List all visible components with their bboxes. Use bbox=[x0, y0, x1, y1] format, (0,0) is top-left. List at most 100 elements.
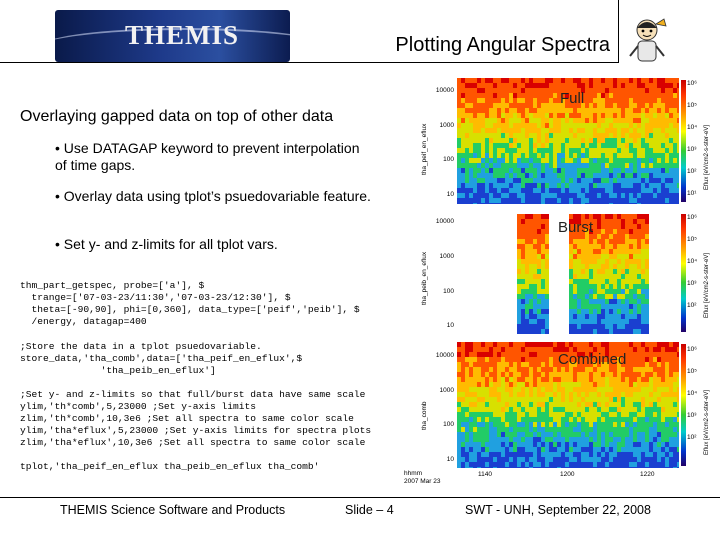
spectrogram-cell bbox=[597, 274, 601, 279]
spectrogram-cell bbox=[529, 432, 533, 437]
spectrogram-cell bbox=[649, 168, 653, 173]
spectrogram-cell bbox=[605, 123, 609, 128]
spectrogram-cell bbox=[481, 88, 485, 93]
spectrogram-cell bbox=[517, 133, 521, 138]
spectrogram-cell bbox=[557, 259, 561, 264]
spectrogram-cell bbox=[577, 362, 581, 367]
spectrogram-cell bbox=[641, 447, 645, 452]
spectrogram-cell bbox=[517, 148, 521, 153]
spectrogram-cell bbox=[641, 244, 645, 249]
spectrogram-cell bbox=[473, 244, 477, 249]
spectrogram-cell bbox=[669, 234, 673, 239]
spectrogram-cell bbox=[585, 432, 589, 437]
spectrogram-cell bbox=[525, 367, 529, 372]
spectrogram-cell bbox=[569, 133, 573, 138]
spectrogram-cell bbox=[469, 457, 473, 462]
spectrogram-cell bbox=[521, 103, 525, 108]
spectrogram-cell bbox=[573, 214, 577, 219]
spectrogram-cell bbox=[585, 93, 589, 98]
spectrogram-cell bbox=[497, 83, 501, 88]
spectrogram-cell bbox=[657, 314, 661, 319]
spectrogram-cell bbox=[545, 329, 549, 334]
spectrogram-cell bbox=[645, 309, 649, 314]
spectrogram-cell bbox=[545, 264, 549, 269]
spectrogram-cell bbox=[537, 357, 541, 362]
spectrogram-cell bbox=[513, 219, 517, 224]
spectrogram-cell bbox=[673, 457, 677, 462]
spectrogram-cell bbox=[665, 382, 669, 387]
spectrogram-cell bbox=[653, 264, 657, 269]
spectrogram-cell bbox=[489, 274, 493, 279]
spectrogram-cell bbox=[605, 269, 609, 274]
spectrogram-cell bbox=[497, 377, 501, 382]
spectrogram-cell bbox=[585, 402, 589, 407]
spectrogram-cell bbox=[501, 78, 505, 83]
spectrogram-cell bbox=[637, 128, 641, 133]
spectrogram-cell bbox=[589, 452, 593, 457]
spectrogram-cell bbox=[629, 377, 633, 382]
spectrogram-cell bbox=[573, 367, 577, 372]
spectrogram-cell bbox=[637, 432, 641, 437]
spectrogram-cell bbox=[541, 342, 545, 347]
spectrogram-cell bbox=[509, 422, 513, 427]
spectrogram-cell bbox=[533, 427, 537, 432]
spectrogram-cell bbox=[673, 442, 677, 447]
spectrogram-cell bbox=[609, 299, 613, 304]
spectrogram-cell bbox=[505, 412, 509, 417]
spectrogram-cell bbox=[469, 377, 473, 382]
spectrogram-cell bbox=[597, 284, 601, 289]
spectrogram-cell bbox=[553, 422, 557, 427]
spectrogram-cell bbox=[601, 397, 605, 402]
spectrogram-cell bbox=[565, 352, 569, 357]
spectrogram-cell bbox=[589, 324, 593, 329]
spectrogram-cell bbox=[481, 412, 485, 417]
spectrogram-cell bbox=[641, 108, 645, 113]
spectrogram-cell bbox=[485, 78, 489, 83]
spectrogram-cell bbox=[645, 342, 649, 347]
spectrogram-cell bbox=[637, 138, 641, 143]
spectrogram-cell bbox=[557, 178, 561, 183]
spectrogram-cell bbox=[473, 392, 477, 397]
spectrogram-cell bbox=[485, 432, 489, 437]
spectrogram-cell bbox=[565, 203, 569, 204]
spectrogram-cell bbox=[593, 123, 597, 128]
spectrogram-cell bbox=[489, 347, 493, 352]
spectrogram-cell bbox=[477, 163, 481, 168]
spectrogram-cell bbox=[661, 467, 665, 468]
spectrogram-cell bbox=[581, 467, 585, 468]
spectrogram-cell bbox=[553, 417, 557, 422]
spectrogram-cell bbox=[485, 133, 489, 138]
spectrogram-cell bbox=[613, 357, 617, 362]
spectrogram-cell bbox=[457, 153, 461, 158]
spectrogram-cell bbox=[673, 249, 677, 254]
spectrogram-cell bbox=[673, 372, 677, 377]
spectrogram-cell bbox=[621, 234, 625, 239]
spectrogram-cell bbox=[461, 183, 465, 188]
spectrogram-cell bbox=[497, 229, 501, 234]
spectrogram-cell bbox=[593, 133, 597, 138]
spectrogram-cell bbox=[517, 402, 521, 407]
spectrogram-cell bbox=[657, 113, 661, 118]
spectrogram-cell bbox=[469, 138, 473, 143]
spectrogram-cell bbox=[641, 362, 645, 367]
spectrogram-cell bbox=[633, 304, 637, 309]
spectrogram-cell bbox=[493, 294, 497, 299]
spectrogram-cell bbox=[469, 417, 473, 422]
spectrogram-cell bbox=[461, 442, 465, 447]
spectrogram-cell bbox=[469, 392, 473, 397]
spectrogram-cell bbox=[653, 274, 657, 279]
spectrogram-cell bbox=[529, 407, 533, 412]
spectrogram-cell bbox=[525, 377, 529, 382]
spectrogram-cell bbox=[477, 264, 481, 269]
spectrogram-cell bbox=[469, 319, 473, 324]
spectrogram-cell bbox=[493, 357, 497, 362]
spectrogram-cell bbox=[653, 98, 657, 103]
spectrogram-cell bbox=[501, 143, 505, 148]
spectrogram-cell bbox=[525, 314, 529, 319]
spectrogram-cell bbox=[525, 417, 529, 422]
spectrogram-cell bbox=[617, 442, 621, 447]
spectrogram-cell bbox=[677, 442, 679, 447]
spectrogram-cell bbox=[581, 259, 585, 264]
spectrogram-cell bbox=[569, 462, 573, 467]
spectrogram-cell bbox=[485, 118, 489, 123]
